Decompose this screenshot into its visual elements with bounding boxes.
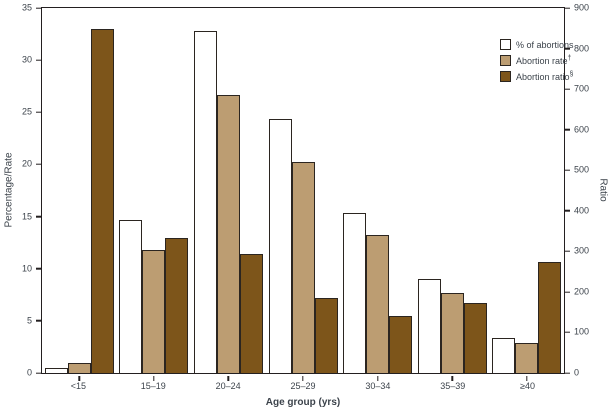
right-axis-tick-label: 800 (574, 43, 590, 54)
right-axis-tick (564, 169, 570, 171)
legend-label: % of abortions (516, 40, 574, 50)
left-axis-tick-label: 35 (21, 2, 32, 13)
legend-item: % of abortions (500, 39, 574, 51)
left-axis-tick (36, 215, 42, 218)
right-axis-tick-label: 600 (574, 124, 590, 135)
bar-groups (42, 8, 564, 381)
bar-abortion-rate-1 (67, 362, 91, 373)
right-axis-tick (564, 250, 570, 253)
left-axis-tick (36, 268, 42, 270)
bar-abortion-rate-6 (440, 292, 464, 373)
left-axis-tick-label: 15 (21, 211, 32, 222)
bar-abortion-ratio-5 (389, 315, 413, 373)
bar-abortion-rate-4 (291, 162, 315, 373)
bar-group-6 (415, 8, 490, 381)
x-axis-tick (302, 376, 304, 381)
x-axis-tick-label: 20–24 (215, 381, 241, 391)
right-axis-tick-label: 0 (574, 367, 580, 378)
x-axis-tick-label: 30–34 (365, 381, 391, 391)
x-axis-tick-labels: <15 15–19 20–24 25–29 30–34 35–39 ≥40 (41, 381, 565, 391)
x-axis-tick-label: ≥40 (520, 381, 536, 391)
right-axis-tick-label: 100 (574, 326, 590, 337)
x-axis-tick-label: <15 (70, 381, 87, 391)
right-axis-tick-label: 700 (574, 83, 590, 94)
right-axis-title: Ratio (597, 178, 609, 202)
bar-abortion-rate-5 (366, 235, 390, 373)
right-axis-tick-label: 300 (574, 245, 590, 256)
bar-abortion-rate-2 (142, 249, 166, 373)
bar--of-abortions-7 (492, 337, 516, 373)
bar-abortion-ratio-4 (314, 297, 338, 373)
legend-swatch-icon (500, 55, 511, 66)
bar-group-7 (489, 8, 564, 381)
x-axis-tick-label: 35–39 (440, 381, 466, 391)
left-axis-tick (36, 163, 42, 166)
left-axis-tick (36, 372, 42, 374)
left-axis-tick (36, 59, 42, 61)
left-axis-tick-label: 30 (21, 54, 32, 65)
bar-abortion-rate-3 (216, 94, 240, 373)
legend-label: Abortion rate† (516, 55, 572, 66)
x-axis-tick-label: 15–19 (140, 381, 166, 391)
right-axis-tick (564, 291, 570, 293)
left-axis-tick-label: 10 (21, 263, 32, 274)
legend-item: Abortion ratio§ (500, 71, 574, 83)
x-axis-tick (227, 376, 230, 381)
right-axis-tick (564, 47, 570, 50)
legend-swatch-icon (500, 71, 511, 82)
left-axis-tick (36, 7, 42, 9)
x-axis-title: Age group (yrs) (265, 397, 341, 408)
left-axis-tick-label: 20 (21, 158, 32, 169)
bar--of-abortions-5 (343, 213, 367, 373)
legend-swatch-icon (500, 39, 511, 50)
left-axis-tick (36, 320, 42, 322)
left-axis-tick-label: 25 (21, 106, 32, 117)
right-axis-tick (564, 372, 570, 374)
bar--of-abortions-2 (119, 219, 143, 373)
x-axis-tick (526, 376, 528, 381)
plot-area: % of abortions Abortion rate† Abortion rat… (22, 3, 589, 381)
bar--of-abortions-1 (44, 367, 68, 373)
right-axis-tick (564, 88, 570, 90)
bar-abortion-ratio-6 (463, 302, 487, 373)
x-axis-tick (376, 376, 379, 381)
right-axis-tick (564, 7, 570, 9)
bar-abortion-rate-7 (515, 342, 539, 373)
right-axis-tick (564, 331, 570, 334)
x-axis-tick (153, 376, 155, 381)
right-axis-tick-label: 500 (574, 164, 590, 175)
right-axis-tick-label: 400 (574, 205, 590, 216)
legend-item: Abortion rate† (500, 55, 574, 67)
right-axis-tick-label: 200 (574, 286, 590, 297)
bar-group-5 (340, 8, 415, 381)
bar--of-abortions-6 (417, 279, 441, 373)
bar-abortion-ratio-3 (239, 254, 263, 373)
legend-label: Abortion ratio§ (516, 71, 574, 82)
x-axis-tick-label: 25–29 (290, 381, 316, 391)
bar-abortion-ratio-1 (90, 28, 114, 373)
left-axis-tick-label: 0 (26, 367, 32, 378)
x-axis-tick (78, 376, 80, 381)
bar-abortion-ratio-2 (165, 238, 189, 373)
bar-group-3 (191, 8, 266, 381)
legend: % of abortions Abortion rate† Abortion rat… (500, 39, 574, 87)
bar-group-4 (266, 8, 341, 381)
left-axis-tick-label: 5 (26, 315, 32, 326)
left-axis-tick (36, 111, 42, 113)
bar-group-1 (42, 8, 117, 381)
x-axis-tick (451, 376, 453, 381)
right-axis-tick-label: 900 (574, 2, 590, 13)
bar-group-2 (117, 8, 192, 381)
right-axis-tick (564, 210, 570, 212)
right-axis-tick (564, 128, 570, 131)
bar--of-abortions-4 (268, 118, 292, 373)
bar--of-abortions-3 (193, 30, 217, 373)
left-axis-title: Percentage/Rate (3, 152, 15, 228)
bar-abortion-ratio-7 (538, 262, 562, 373)
